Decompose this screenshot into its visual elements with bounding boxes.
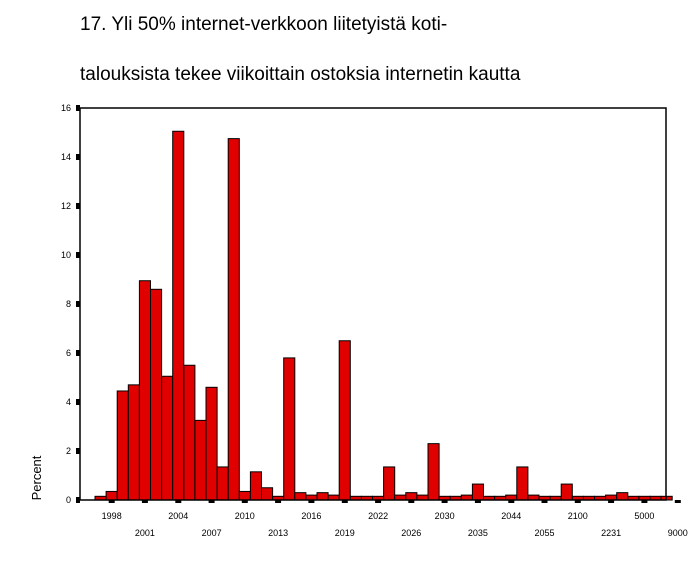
y-tick-mark bbox=[76, 448, 80, 454]
x-tick-mark bbox=[208, 500, 215, 503]
bar bbox=[105, 490, 118, 501]
bar bbox=[116, 390, 129, 501]
y-tick-label: 16 bbox=[61, 103, 71, 113]
y-tick-mark bbox=[76, 105, 80, 111]
bar bbox=[227, 138, 240, 501]
y-tick-mark bbox=[76, 154, 80, 160]
bar bbox=[316, 492, 329, 501]
x-tick-mark bbox=[275, 500, 282, 503]
x-tick-label: 2044 bbox=[501, 511, 521, 521]
x-tick-label: 2100 bbox=[568, 511, 588, 521]
bar bbox=[560, 483, 573, 501]
x-tick-mark bbox=[241, 500, 248, 503]
x-tick-label: 2016 bbox=[301, 511, 321, 521]
bar bbox=[616, 492, 629, 501]
x-tick-mark bbox=[408, 500, 415, 503]
bar bbox=[294, 492, 307, 501]
x-tick-label: 2010 bbox=[235, 511, 255, 521]
x-tick-mark bbox=[608, 500, 615, 503]
x-tick-mark bbox=[674, 500, 681, 503]
x-tick-mark bbox=[375, 500, 382, 503]
y-tick-mark bbox=[76, 497, 80, 503]
bar bbox=[249, 471, 262, 501]
x-tick-label: 2055 bbox=[534, 528, 554, 538]
y-tick-label: 2 bbox=[66, 446, 71, 456]
y-tick-mark bbox=[76, 301, 80, 307]
y-tick-label: 14 bbox=[61, 152, 71, 162]
bar bbox=[216, 466, 229, 501]
bar bbox=[161, 375, 174, 501]
bar bbox=[471, 483, 484, 501]
x-tick-mark bbox=[108, 500, 115, 503]
x-tick-mark bbox=[541, 500, 548, 503]
bar bbox=[205, 386, 218, 501]
bar bbox=[238, 490, 251, 501]
bar bbox=[405, 492, 418, 501]
bar bbox=[183, 364, 196, 501]
plot-frame bbox=[79, 107, 667, 501]
x-tick-label: 9000 bbox=[668, 528, 688, 538]
x-tick-label: 2004 bbox=[168, 511, 188, 521]
x-tick-label: 2026 bbox=[401, 528, 421, 538]
y-tick-label: 10 bbox=[61, 250, 71, 260]
x-tick-mark bbox=[441, 500, 448, 503]
y-tick-mark bbox=[76, 350, 80, 356]
x-tick-mark bbox=[641, 500, 648, 503]
x-tick-label: 5000 bbox=[634, 511, 654, 521]
x-tick-mark bbox=[141, 500, 148, 503]
bar bbox=[194, 419, 207, 501]
y-axis-label: Percent bbox=[29, 455, 44, 500]
x-tick-label: 2030 bbox=[435, 511, 455, 521]
y-tick-label: 0 bbox=[66, 495, 71, 505]
tick-labels: 0 2 4 6 8 10 12 14 16 1998 2001 2004 2007 2010 2013 201… bbox=[61, 103, 688, 538]
bar bbox=[283, 357, 296, 501]
bar bbox=[172, 130, 185, 501]
y-tick-label: 12 bbox=[61, 201, 71, 211]
x-tick-mark bbox=[308, 500, 315, 503]
x-tick-mark bbox=[341, 500, 348, 503]
x-tick-label: 2022 bbox=[368, 511, 388, 521]
chart-title-line-2: talouksista tekee viikoittain ostoksia i… bbox=[80, 64, 521, 85]
bar bbox=[150, 288, 163, 501]
bars bbox=[94, 130, 673, 501]
x-tick-label: 2019 bbox=[335, 528, 355, 538]
x-tick-mark bbox=[574, 500, 581, 503]
y-tick-label: 8 bbox=[66, 299, 71, 309]
x-tick-label: 2007 bbox=[202, 528, 222, 538]
y-tick-mark bbox=[76, 203, 80, 209]
y-tick-mark bbox=[76, 399, 80, 405]
axis-ticks bbox=[76, 105, 681, 503]
bar bbox=[516, 466, 529, 501]
x-tick-mark bbox=[508, 500, 515, 503]
x-tick-mark bbox=[175, 500, 182, 503]
y-tick-mark bbox=[76, 252, 80, 258]
chart-title-line-1: 17. Yli 50% internet-verkkoon liitetyist… bbox=[80, 14, 448, 35]
bar bbox=[338, 340, 351, 501]
bar bbox=[127, 384, 140, 501]
bar bbox=[138, 280, 151, 501]
x-tick-label: 1998 bbox=[102, 511, 122, 521]
x-tick-mark bbox=[474, 500, 481, 503]
bar bbox=[261, 487, 274, 501]
x-tick-label: 2001 bbox=[135, 528, 155, 538]
x-tick-label: 2013 bbox=[268, 528, 288, 538]
bar bbox=[427, 443, 440, 501]
x-tick-label: 2231 bbox=[601, 528, 621, 538]
x-tick-label: 2035 bbox=[468, 528, 488, 538]
y-tick-label: 4 bbox=[66, 397, 71, 407]
y-tick-label: 6 bbox=[66, 348, 71, 358]
bar bbox=[383, 466, 396, 501]
